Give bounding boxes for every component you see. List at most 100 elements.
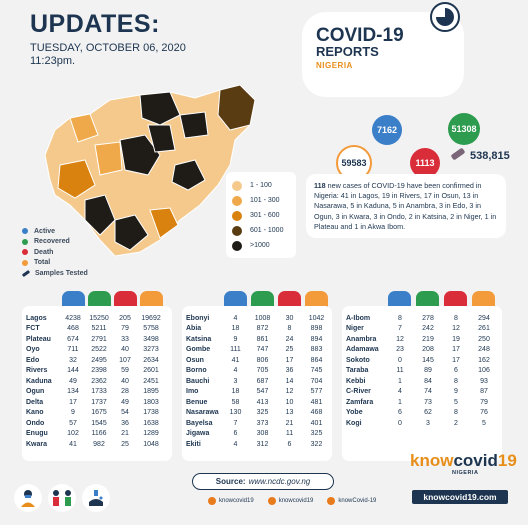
knowcovid19-country: NIGERIA [452,470,479,476]
prevention-icons [14,484,110,512]
map-region-north [139,91,181,126]
samples-tested-count: 538,815 [470,150,510,162]
map-region-plateau [171,159,206,191]
state-name: Jigawa [186,430,210,438]
table-row: Delta 17 1737 49 1803 [26,397,172,408]
cell-active: 1 [398,377,402,385]
cell-recovered: 278 [422,314,434,322]
cell-death: 79 [121,325,129,333]
state-name: Kano [26,409,44,417]
cell-total: 1803 [143,398,159,406]
cell-recovered: 1545 [91,419,107,427]
social-link[interactable]: knowCovid-19 [327,497,376,505]
table-row: Lagos 4238 15250 205 19692 [26,313,172,324]
cell-death: 8 [454,314,458,322]
cell-active: 102 [67,430,79,438]
cell-death: 12 [285,388,294,396]
cell-recovered: 982 [93,440,105,448]
key-item: Samples Tested [21,268,88,279]
table-row: Benue 58 413 10 481 [186,397,332,408]
cell-total: 401 [310,419,323,427]
state-name: Kogi [346,419,362,427]
table-row: Ebonyi 4 1008 30 1042 [186,313,332,324]
cell-active: 58 [231,398,240,406]
knowcovid19-url[interactable]: knowcovid19.com [412,490,508,504]
legend-swatch [232,240,242,251]
state-name: Lagos [26,314,47,322]
cell-active: 17 [69,398,77,406]
key-swatch [22,259,28,266]
cell-recovered: 1737 [91,398,107,406]
cell-death: 8 [454,409,458,417]
cell-active: 6 [398,409,402,417]
cell-recovered: 413 [256,398,269,406]
source-label: Source: [215,477,246,486]
cell-total: 294 [478,314,490,322]
cell-total: 261 [478,325,490,333]
social-distance-icon [48,484,76,512]
legend-label: 601 - 1000 [250,227,284,234]
cell-recovered: 89 [424,367,432,375]
cell-recovered: 15250 [89,314,109,322]
cell-total: 250 [478,335,490,343]
social-link[interactable]: knowcovid19 [267,497,313,505]
state-name: Edo [26,356,40,364]
state-name: Adamawa [346,346,379,354]
social-link[interactable]: knowcovid19 [208,497,254,505]
key-label: Active [34,227,56,235]
cell-recovered: 208 [422,346,434,354]
cell-total: 162 [478,356,490,364]
social-icon [327,497,336,505]
social-links: knowcovid19 knowcovid19 knowCovid-19 [208,497,376,505]
table-row: Bayelsa 7 373 21 401 [186,418,332,429]
cell-death: 30 [285,314,294,322]
cell-total: 1048 [143,440,159,448]
state-name: Rivers [26,367,48,375]
column-header-total [472,291,495,308]
cell-total: 1738 [143,409,159,417]
table-row: Niger 7 242 12 261 [346,324,502,335]
cell-death: 24 [285,335,294,343]
cell-death: 36 [121,419,129,427]
table-row: Ogun 134 1733 28 1895 [26,387,172,398]
cell-recovered: 312 [256,440,269,448]
state-name: Imo [186,388,199,396]
cell-total: 468 [310,409,323,417]
cell-death: 36 [285,367,294,375]
cell-total: 894 [310,335,323,343]
state-table: Lagos 4238 15250 205 19692 FCT 468 5211 79 5758 Pl… [22,306,172,461]
table-row: Oyo 711 2522 40 3273 [26,345,172,356]
state-name: Niger [346,325,364,333]
cell-active: 4 [398,388,402,396]
key-item: Death [22,247,88,258]
cell-death: 10 [285,398,294,406]
cell-death: 107 [119,356,131,364]
cell-active: 674 [67,335,79,343]
cell-active: 18 [231,388,240,396]
cell-recovered: 2495 [91,356,107,364]
legend-label: 1 - 100 [250,182,272,189]
cell-total: 2634 [143,356,159,364]
recovered-count-badge: 51308 [448,113,480,145]
map-region-kaduna [147,124,176,153]
cell-active: 711 [67,346,79,354]
cell-death: 21 [285,419,294,427]
cell-active: 49 [69,377,77,385]
cell-death: 49 [121,398,129,406]
cell-total: 2601 [143,367,159,375]
cell-total: 3498 [143,335,159,343]
map-region-west [57,159,96,199]
cell-recovered: 73 [424,398,432,406]
cell-active: 23 [396,346,404,354]
cell-death: 5 [454,398,458,406]
state-name: Enugu [26,430,48,438]
summary-text: new cases of COVID-19 have been confirme… [314,181,497,231]
cell-death: 13 [285,409,294,417]
legend-item: 601 - 1000 [232,223,290,238]
cell-active: 134 [67,388,79,396]
test-tube-icon [21,269,31,277]
cell-total: 1895 [143,388,159,396]
table-row: Ondo 57 1545 36 1638 [26,418,172,429]
source-link[interactable]: www.ncdc.gov.ng [248,477,311,486]
cell-total: 322 [310,440,323,448]
